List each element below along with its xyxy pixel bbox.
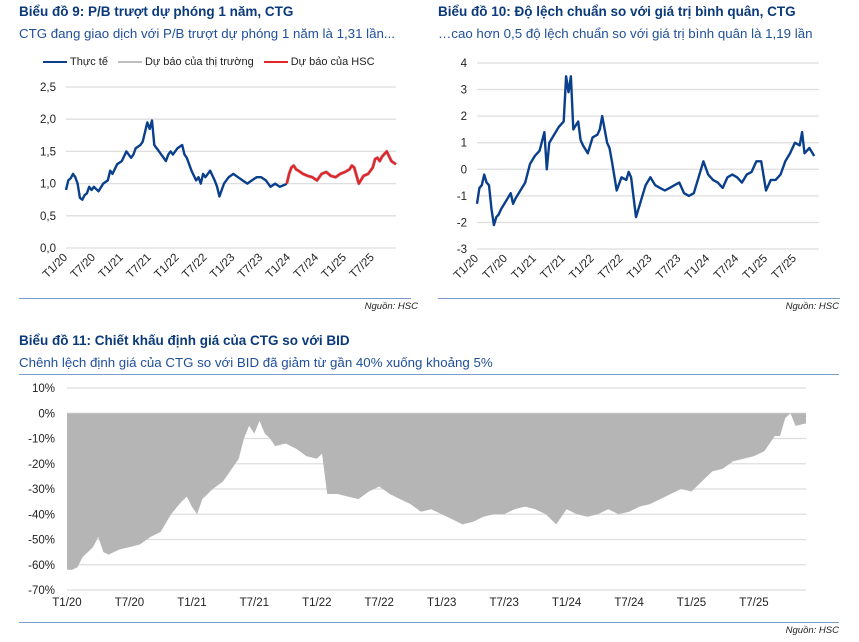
y-tick-label: 0% — [38, 408, 55, 420]
y-tick-label: -10% — [28, 434, 55, 446]
x-tick-label: T7/23 — [236, 252, 265, 281]
chart10-subtitle: …cao hơn 0,5 độ lệch chuẩn so với giá tr… — [438, 26, 813, 41]
y-tick-label: 1,0 — [40, 179, 56, 191]
chart10-divider — [438, 298, 840, 299]
x-tick-label: T1/25 — [320, 252, 349, 281]
y-tick-label: 1,5 — [40, 146, 56, 158]
x-tick-label: T7/20 — [481, 253, 510, 282]
chart10-title: Biểu đồ 10: Độ lệch chuẩn so với giá trị… — [438, 4, 796, 19]
y-tick-label: 0,5 — [40, 211, 56, 223]
x-tick-label: T7/22 — [365, 597, 394, 609]
y-tick-label: -3 — [457, 244, 467, 256]
chart10-source: Nguồn: HSC — [785, 301, 839, 312]
x-tick-label: T1/23 — [208, 252, 237, 281]
x-tick-label: T7/25 — [348, 252, 377, 281]
x-tick-label: T1/25 — [741, 253, 770, 282]
y-tick-label: -2 — [457, 217, 467, 229]
chart11-source: Nguồn: HSC — [785, 625, 839, 636]
chart10-panel: Biểu đồ 10: Độ lệch chuẩn so với giá trị… — [430, 0, 859, 320]
chart9-subtitle: CTG đang giao dịch với P/B trượt dự phón… — [19, 26, 395, 41]
x-tick-label: T7/25 — [770, 253, 799, 282]
x-tick-label: T1/22 — [302, 597, 331, 609]
x-tick-label: T1/23 — [625, 253, 654, 282]
y-tick-label: 2 — [461, 111, 467, 123]
y-tick-label: -20% — [28, 459, 55, 471]
x-tick-label: T7/21 — [240, 597, 269, 609]
chart9-source: Nguồn: HSC — [364, 301, 418, 312]
x-tick-label: T1/24 — [552, 597, 582, 609]
legend-item-market-forecast: Dự báo của thị trường — [117, 56, 254, 68]
x-tick-label: T1/24 — [264, 251, 294, 281]
x-tick-label: T1/20 — [52, 597, 81, 609]
x-tick-label: T7/21 — [124, 252, 153, 281]
x-tick-label: T7/25 — [739, 597, 768, 609]
legend-swatch-actual — [43, 60, 67, 64]
x-tick-label: T7/23 — [489, 597, 518, 609]
x-tick-label: T7/21 — [539, 253, 568, 282]
x-tick-label: T1/24 — [683, 252, 713, 282]
chart11-plot: 10% 0% -10% -20% -30% -40% -50% -60% -70%T1/20 T7… — [28, 383, 806, 609]
series-line-std-dev — [475, 75, 816, 227]
legend-item-actual: Thực tế — [43, 56, 108, 68]
y-tick-label: 10% — [32, 383, 55, 395]
legend-label-actual: Thực tế — [70, 56, 108, 68]
x-tick-label: T7/24 — [712, 252, 742, 282]
chart11-subtitle: Chênh lệch định giá của CTG so với BID đ… — [19, 355, 493, 370]
series-line-actual — [64, 119, 288, 201]
x-tick-label: T7/22 — [180, 252, 209, 281]
x-tick-label: T7/20 — [69, 252, 98, 281]
series-line-market-forecast — [285, 149, 397, 186]
x-tick-label: T7/22 — [596, 253, 625, 282]
chart11-divider — [19, 622, 839, 623]
x-tick-label: T7/20 — [115, 597, 144, 609]
y-tick-label: -60% — [28, 560, 55, 572]
y-tick-label: 2,0 — [40, 114, 56, 126]
legend-swatch-hsc-forecast — [263, 60, 288, 64]
area-series-discount — [67, 413, 806, 570]
x-tick-label: T1/21 — [510, 253, 539, 282]
legend-label-hsc-forecast: Dự báo của HSC — [290, 56, 375, 68]
chart11-panel: Biểu đồ 11: Chiết khấu định giá của CTG … — [0, 320, 859, 642]
y-tick-label: 3 — [461, 85, 467, 97]
x-tick-label: T1/21 — [97, 252, 126, 281]
y-tick-label: 2,5 — [40, 82, 56, 94]
chart11-header-divider — [19, 374, 839, 375]
x-tick-label: T7/24 — [614, 597, 644, 609]
chart9-plot: 0,00,51,01,52,02,5T1/20T7/20T1/21T7/21T1… — [40, 82, 397, 281]
x-tick-label: T7/23 — [654, 253, 683, 282]
legend-label-market-forecast: Dự báo của thị trường — [144, 56, 254, 68]
chart9-legend: Thực tế Dự báo của thị trường Dự báo của… — [43, 56, 385, 68]
chart9-panel: Biểu đồ 9: P/B trượt dự phóng 1 năm, CTG… — [0, 0, 430, 320]
y-tick-label: 0 — [461, 164, 467, 176]
x-tick-label: T1/21 — [177, 597, 206, 609]
chart9-title: Biểu đồ 9: P/B trượt dự phóng 1 năm, CTG — [19, 4, 294, 19]
y-tick-label: -1 — [457, 191, 467, 203]
x-tick-label: T1/25 — [677, 597, 706, 609]
x-tick-label: T1/20 — [452, 253, 481, 282]
x-tick-label: T1/20 — [41, 252, 70, 281]
series-line-hsc-forecast — [285, 150, 397, 185]
legend-item-hsc-forecast: Dự báo của HSC — [263, 56, 375, 68]
y-tick-label: -40% — [28, 509, 55, 521]
y-tick-label: -70% — [28, 585, 55, 597]
chart11-title: Biểu đồ 11: Chiết khấu định giá của CTG … — [19, 333, 350, 348]
chart9-divider — [19, 298, 411, 299]
y-tick-label: 4 — [461, 58, 468, 70]
legend-swatch-market-forecast — [117, 60, 142, 64]
y-tick-label: -50% — [28, 535, 55, 547]
y-tick-label: 0,0 — [40, 243, 56, 255]
y-tick-label: -30% — [28, 484, 55, 496]
x-tick-label: T1/22 — [567, 253, 596, 282]
x-tick-label: T1/23 — [427, 597, 456, 609]
x-tick-label: T1/22 — [152, 252, 181, 281]
x-tick-label: T7/24 — [292, 251, 322, 281]
y-tick-label: 1 — [461, 138, 467, 150]
